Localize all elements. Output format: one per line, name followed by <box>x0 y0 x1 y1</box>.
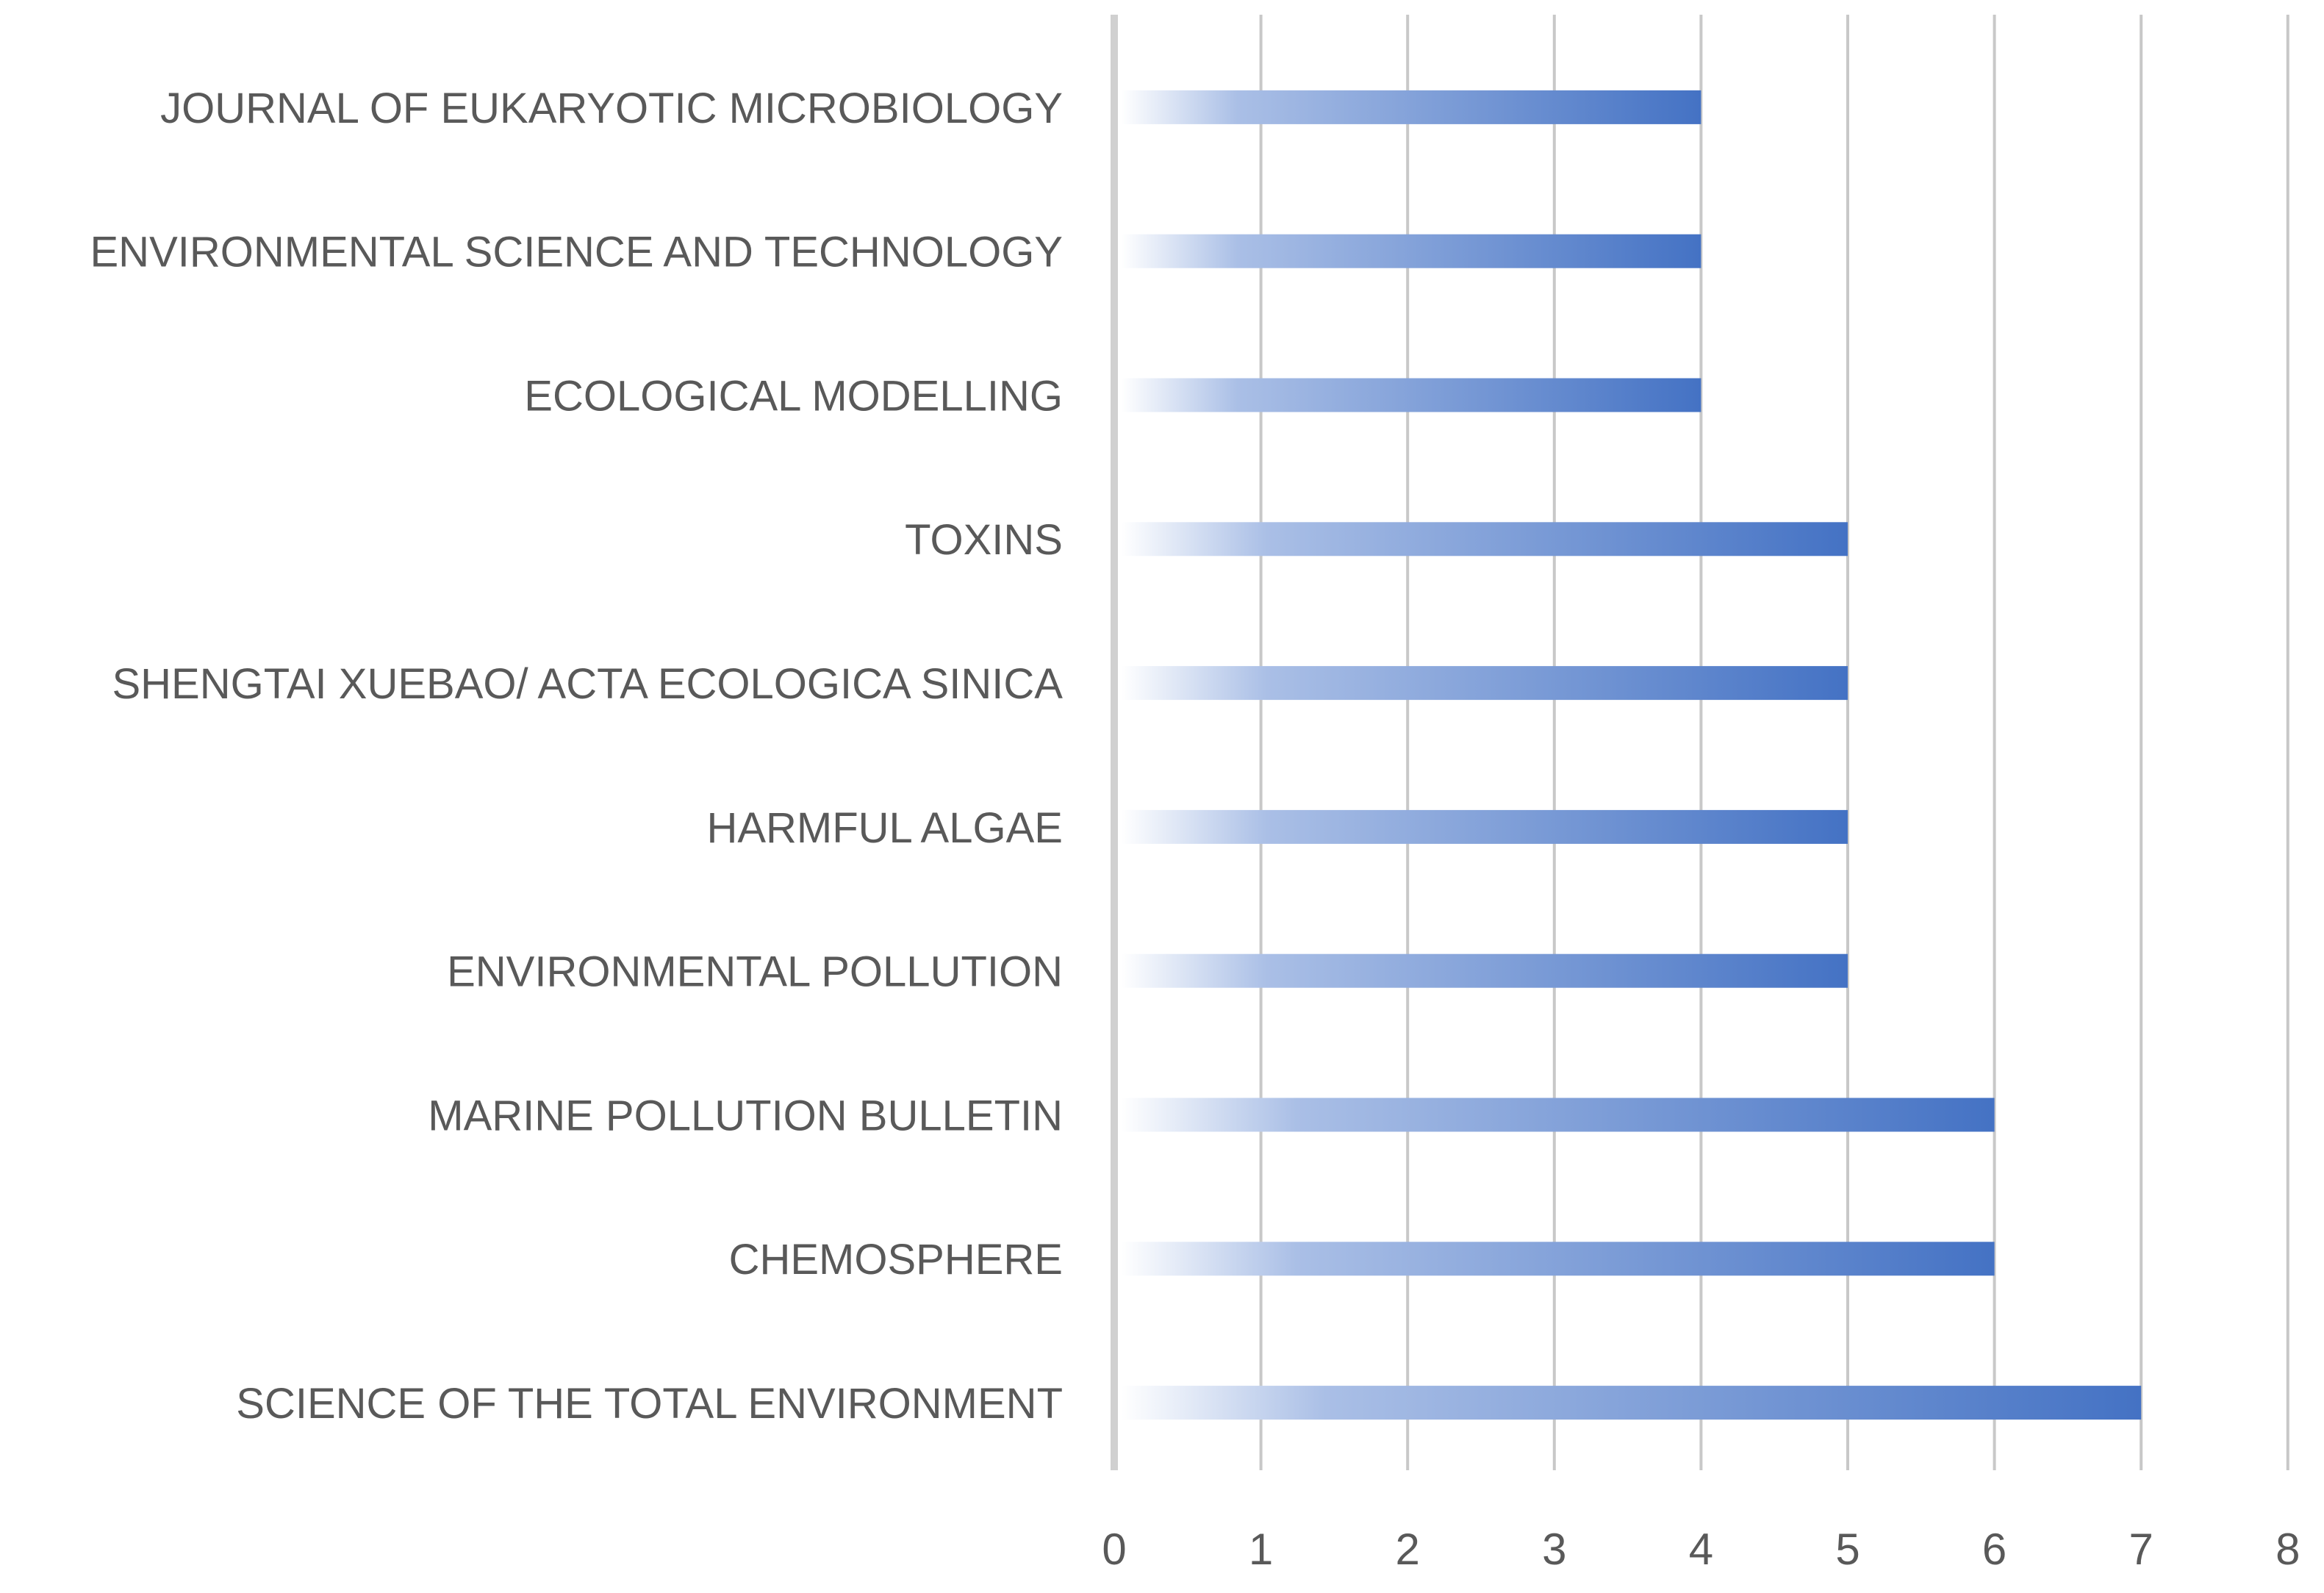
category-labels: JOURNAL OF EUKARYOTIC MICROBIOLOGY ENVIRO… <box>90 85 1064 1428</box>
x-tick-labels: 0 1 2 3 4 5 6 7 8 <box>1102 1525 2300 1574</box>
category-label-10: SCIENCE OF THE TOTAL ENVIRONMENT <box>236 1380 1063 1428</box>
category-label-7: ENVIRONMENTAL POLLUTION <box>447 948 1063 996</box>
x-tick-label-5: 5 <box>1835 1525 1859 1574</box>
x-tick-label-1: 1 <box>1249 1525 1273 1574</box>
bar-7 <box>1122 953 1848 988</box>
bar-2 <box>1122 234 1701 268</box>
x-tick-label-0: 0 <box>1102 1525 1126 1574</box>
x-tick-label-4: 4 <box>1689 1525 1713 1574</box>
bar-4 <box>1122 522 1848 556</box>
x-tick-label-3: 3 <box>1542 1525 1566 1574</box>
bar-10 <box>1122 1386 2142 1420</box>
bar-8 <box>1122 1098 1995 1132</box>
bar-5 <box>1122 666 1848 701</box>
category-label-6: HARMFUL ALGAE <box>706 804 1063 852</box>
x-tick-label-6: 6 <box>1982 1525 2006 1574</box>
category-label-8: MARINE POLLUTION BULLETIN <box>428 1092 1063 1139</box>
bar-9 <box>1122 1242 1995 1276</box>
category-label-1: JOURNAL OF EUKARYOTIC MICROBIOLOGY <box>160 85 1063 132</box>
bar-1 <box>1122 90 1701 124</box>
bar-6 <box>1122 809 1848 844</box>
category-label-2: ENVIRONMENTAL SCIENCE AND TECHNOLOGY <box>90 229 1064 276</box>
category-label-9: CHEMOSPHERE <box>729 1236 1063 1284</box>
bars <box>1122 90 2142 1420</box>
x-tick-label-2: 2 <box>1396 1525 1420 1574</box>
category-label-3: ECOLOGICAL MODELLING <box>524 372 1063 420</box>
x-tick-label-8: 8 <box>2275 1525 2300 1574</box>
bar-3 <box>1122 378 1701 412</box>
category-label-5: SHENGTAI XUEBAO/ ACTA ECOLOGICA SINICA <box>112 660 1063 708</box>
x-tick-label-7: 7 <box>2129 1525 2153 1574</box>
category-label-4: TOXINS <box>905 516 1063 564</box>
